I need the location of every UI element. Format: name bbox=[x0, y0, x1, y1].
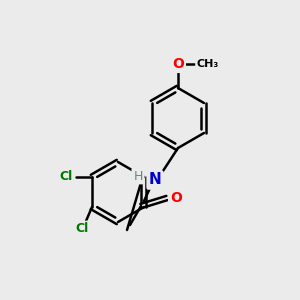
Text: H: H bbox=[133, 169, 143, 182]
Text: N: N bbox=[148, 172, 161, 188]
Text: O: O bbox=[172, 57, 184, 71]
Text: Cl: Cl bbox=[75, 223, 88, 236]
Text: O: O bbox=[170, 191, 182, 205]
Text: CH₃: CH₃ bbox=[197, 59, 219, 69]
Text: Cl: Cl bbox=[59, 170, 73, 184]
